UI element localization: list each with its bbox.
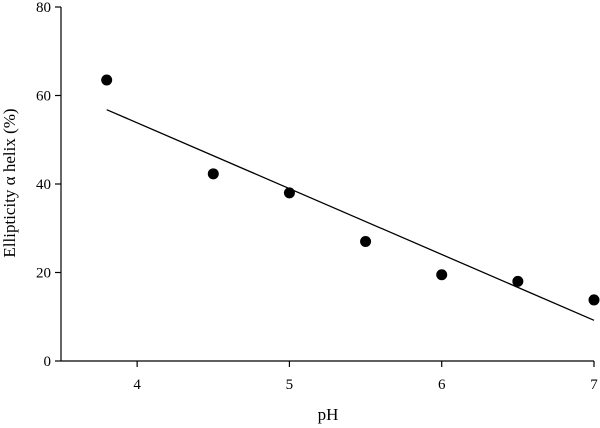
x-tick-label: 5	[286, 377, 294, 393]
trend-line-layer	[106, 109, 595, 321]
data-point	[436, 269, 448, 281]
axes: 0 20 40 60 80 4 5 6 7	[36, 0, 598, 393]
x-tick-label: 4	[133, 377, 141, 393]
y-tick-label: 0	[44, 354, 52, 370]
data-point	[360, 236, 372, 248]
data-point	[283, 187, 295, 199]
y-tick-label: 80	[36, 0, 51, 16]
data-point	[207, 168, 219, 180]
x-axis-label: pH	[318, 405, 339, 424]
y-tick-label: 20	[36, 266, 51, 282]
y-tick-label: 60	[36, 89, 51, 105]
x-tick-label: 6	[438, 377, 446, 393]
data-point	[512, 275, 524, 287]
x-tick-label: 7	[590, 377, 598, 393]
y-axis-label: Ellipticity α helix (%)	[0, 108, 19, 257]
data-point	[101, 74, 113, 86]
data-points-layer	[101, 74, 600, 306]
data-point	[588, 294, 600, 306]
y-tick-label: 40	[36, 177, 51, 193]
trend-line	[106, 109, 595, 321]
